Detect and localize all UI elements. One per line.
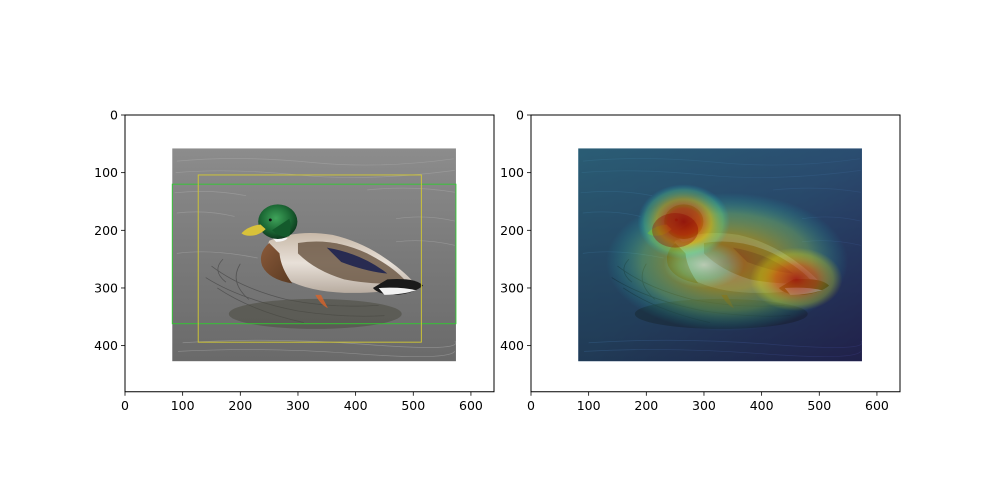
x-tick-label: 400 [750,398,774,413]
left-axes-frame [124,114,495,393]
right-axis-ticks: 0 100 200 300 400 500 600 0 100 200 300 400 [500,108,889,413]
left-panel [171,148,457,362]
yellow-bounding-box [197,174,422,343]
x-tick-label: 200 [228,398,252,413]
x-tick-label: 600 [865,398,889,413]
green-bounding-box [171,183,457,325]
right-axes-frame [530,114,901,393]
x-tick-label: 500 [401,398,425,413]
x-tick-label: 300 [692,398,716,413]
y-tick-label: 300 [500,280,524,295]
x-tick-label: 100 [577,398,601,413]
y-tick-label: 100 [94,165,118,180]
x-tick-label: 300 [286,398,310,413]
duck-photo [171,148,457,362]
y-tick-label: 200 [500,223,524,238]
x-tick-label: 500 [807,398,831,413]
x-tick-label: 0 [121,398,129,413]
y-tick-label: 300 [94,280,118,295]
y-tick-label: 100 [500,165,524,180]
x-tick-label: 400 [344,398,368,413]
y-tick-label: 0 [516,108,524,123]
x-tick-label: 200 [634,398,658,413]
y-tick-label: 400 [94,338,118,353]
left-axis-ticks: 0 100 200 300 400 500 600 0 100 200 300 400 [94,108,483,413]
x-tick-label: 600 [459,398,483,413]
y-tick-label: 0 [110,108,118,123]
x-tick-label: 100 [171,398,195,413]
attention-heatmap-hotspots [605,184,849,332]
y-tick-label: 200 [94,223,118,238]
y-tick-label: 400 [500,338,524,353]
right-panel [577,148,863,362]
x-tick-label: 0 [527,398,535,413]
